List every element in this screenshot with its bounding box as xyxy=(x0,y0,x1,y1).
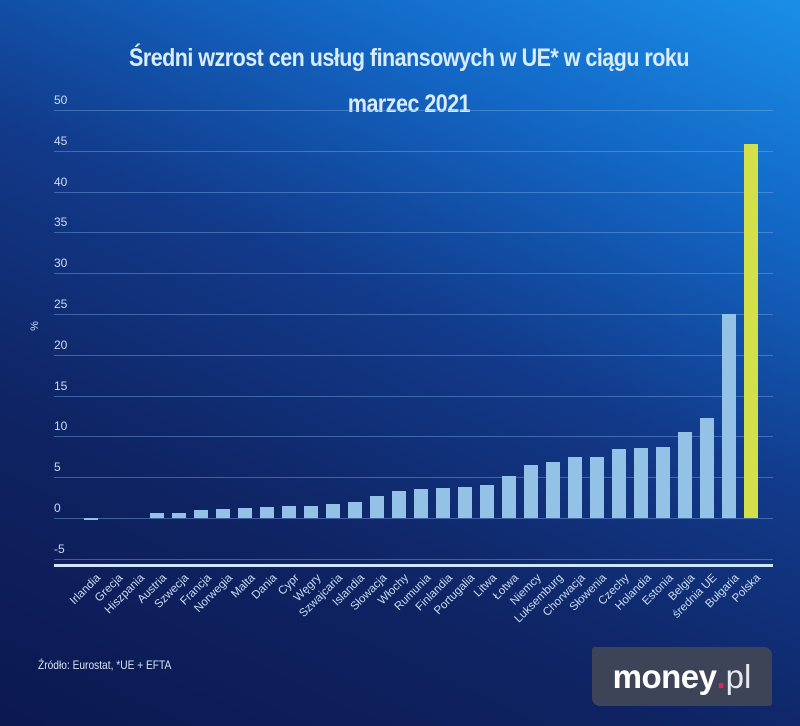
bar-włochy xyxy=(392,491,406,518)
y-tick-label: 30 xyxy=(54,256,68,270)
x-axis-line xyxy=(54,564,773,567)
bar-rumunia xyxy=(414,488,428,518)
bar-portugalia xyxy=(458,486,472,518)
gridline xyxy=(54,436,773,437)
bar-szwajcaria xyxy=(326,504,340,518)
gridline xyxy=(54,477,773,478)
bar-litwa xyxy=(480,485,494,518)
y-tick-label: 10 xyxy=(54,419,68,433)
gridline xyxy=(54,518,773,519)
y-tick-label: 5 xyxy=(54,460,61,474)
chart-subtitle: marzec 2021 xyxy=(347,90,471,118)
bar-islandia xyxy=(348,502,362,518)
y-tick-label: 15 xyxy=(54,379,68,393)
y-tick-label: 35 xyxy=(54,215,68,229)
bar-francja xyxy=(194,509,208,518)
y-tick-label: 50 xyxy=(54,93,68,107)
bar-luksemburg xyxy=(546,461,560,518)
bar-belgia xyxy=(678,432,692,518)
y-tick-label: -5 xyxy=(54,542,65,556)
y-tick-label: 20 xyxy=(54,338,68,352)
gridline xyxy=(54,559,773,560)
logo-dot: . xyxy=(716,657,726,695)
gridline xyxy=(54,355,773,356)
gridline xyxy=(54,273,773,274)
bar-niemcy xyxy=(524,464,538,518)
y-tick-label: 25 xyxy=(54,297,68,311)
source-note: Źródło: Eurostat, *UE + EFTA xyxy=(38,658,172,672)
bar-finlandia xyxy=(436,487,450,518)
bar-węgry xyxy=(304,505,318,518)
logo-text-tld: pl xyxy=(725,657,752,695)
bar-chorwacja xyxy=(568,456,582,518)
bar-słowenia xyxy=(590,456,604,518)
bar-bułgaria xyxy=(722,314,736,518)
y-tick-label: 45 xyxy=(54,134,68,148)
bar-polska xyxy=(744,144,758,518)
gridline xyxy=(54,151,773,152)
bar-średnia-ue xyxy=(700,417,714,518)
bar-łotwa xyxy=(502,476,516,518)
logo-text-main: money xyxy=(612,657,717,695)
gridline xyxy=(54,314,773,315)
bar-słowacja xyxy=(370,495,384,518)
money-pl-logo: money. pl xyxy=(592,647,772,706)
gridline xyxy=(54,192,773,193)
bar-czechy xyxy=(612,448,626,518)
gridline xyxy=(54,396,773,397)
y-tick-label: 40 xyxy=(54,175,68,189)
y-axis-label: % xyxy=(28,321,41,331)
bar-dania xyxy=(260,506,274,518)
bar-norwegia xyxy=(216,509,230,518)
y-tick-label: 0 xyxy=(54,501,61,515)
chart-title: Średni wzrost cen usług finansowych w UE… xyxy=(129,44,689,72)
bar-irlandia xyxy=(84,518,98,520)
bar-szwecja xyxy=(172,513,186,518)
gridline xyxy=(54,232,773,233)
bar-cypr xyxy=(282,505,296,518)
gridline xyxy=(54,110,773,111)
bar-holandia xyxy=(634,447,648,518)
bar-austria xyxy=(150,513,164,518)
bar-estonia xyxy=(656,447,670,518)
bar-malta xyxy=(238,508,252,518)
